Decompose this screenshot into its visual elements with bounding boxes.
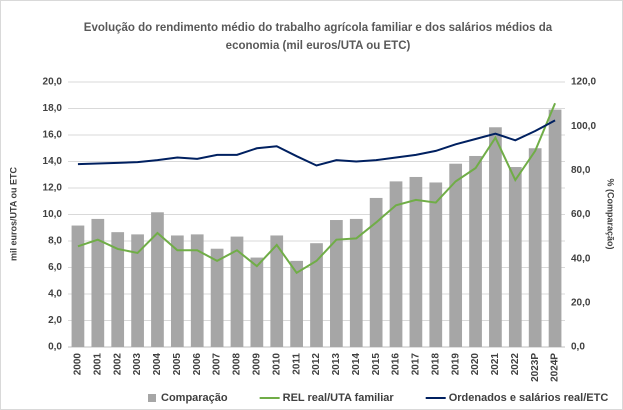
bar bbox=[469, 155, 482, 347]
bar bbox=[489, 127, 502, 347]
bar bbox=[230, 236, 244, 347]
bar bbox=[111, 232, 125, 347]
x-tick-label: 2002 bbox=[112, 353, 123, 376]
x-tick-label: 2013 bbox=[331, 353, 342, 376]
x-tick-label: 2005 bbox=[172, 353, 183, 376]
y2-tick-label: 60,0 bbox=[571, 209, 591, 220]
x-tick-label: 2019 bbox=[450, 353, 461, 376]
bar bbox=[190, 234, 204, 347]
bar bbox=[429, 182, 443, 347]
legend-label: Ordenados e salários real/ETC bbox=[449, 392, 609, 404]
y-axis-label: mil euros/UTA ou ETC bbox=[8, 167, 18, 262]
bar bbox=[170, 235, 184, 347]
chart-title: Evolução do rendimento médio do trabalho… bbox=[84, 22, 553, 34]
bar bbox=[270, 235, 284, 347]
x-tick-label: 2011 bbox=[291, 353, 302, 375]
y-tick-label: 0,0 bbox=[48, 342, 62, 353]
x-tick-label: 2024P bbox=[550, 353, 561, 382]
y2-tick-label: 80,0 bbox=[571, 165, 591, 176]
y2-tick-label: 40,0 bbox=[571, 253, 591, 264]
x-tick-label: 2014 bbox=[351, 353, 362, 376]
bar bbox=[250, 257, 264, 347]
y-tick-label: 18,0 bbox=[43, 103, 63, 114]
y2-tick-label: 0,0 bbox=[571, 342, 585, 353]
y-tick-label: 14,0 bbox=[43, 156, 63, 167]
x-tick-label: 2015 bbox=[371, 353, 382, 376]
x-tick-label: 2020 bbox=[470, 353, 481, 376]
line bbox=[77, 119, 556, 167]
bar bbox=[310, 243, 323, 347]
legend-label: Comparação bbox=[161, 392, 228, 404]
bar bbox=[528, 148, 542, 347]
y-tick-label: 2,0 bbox=[48, 315, 62, 326]
x-tick-label: 2009 bbox=[252, 353, 263, 376]
bar bbox=[508, 167, 522, 347]
y-tick-label: 8,0 bbox=[48, 236, 62, 247]
x-tick-label: 2022 bbox=[510, 353, 521, 376]
y-tick-label: 6,0 bbox=[48, 262, 62, 273]
x-tick-label: 2012 bbox=[311, 353, 322, 376]
x-tick-label: 2001 bbox=[92, 353, 103, 376]
bar bbox=[369, 197, 383, 347]
bar bbox=[449, 163, 463, 347]
y-tick-label: 16,0 bbox=[43, 130, 63, 141]
y-tick-label: 10,0 bbox=[43, 209, 63, 220]
x-tick-label: 2017 bbox=[411, 353, 422, 376]
x-tick-label: 2006 bbox=[192, 353, 203, 376]
x-tick-label: 2021 bbox=[490, 353, 501, 376]
bar bbox=[548, 109, 562, 348]
x-tick-label: 2003 bbox=[132, 353, 143, 376]
bar bbox=[131, 234, 144, 347]
x-tick-label: 2010 bbox=[271, 353, 282, 376]
bar bbox=[330, 220, 343, 347]
x-tick-label: 2007 bbox=[212, 353, 223, 376]
line bbox=[77, 102, 556, 275]
bar bbox=[151, 212, 164, 347]
bar bbox=[409, 176, 423, 347]
y2-tick-label: 20,0 bbox=[571, 297, 591, 308]
bar bbox=[210, 248, 224, 347]
y-tick-label: 4,0 bbox=[48, 289, 62, 300]
bar bbox=[290, 260, 303, 347]
y-tick-label: 12,0 bbox=[43, 183, 63, 194]
x-tick-label: 2023P bbox=[530, 353, 541, 382]
chart-title: economia (mil euros/UTA ou ETC) bbox=[226, 40, 411, 52]
bar bbox=[389, 181, 403, 347]
legend-label: REL real/UTA familiar bbox=[283, 392, 395, 404]
x-tick-label: 2000 bbox=[73, 353, 84, 376]
x-tick-label: 2004 bbox=[152, 353, 163, 376]
y-tick-label: 20,0 bbox=[43, 77, 63, 88]
y2-tick-label: 120,0 bbox=[571, 77, 596, 88]
y2-axis-label: % (Comparação) bbox=[606, 178, 616, 249]
x-tick-label: 2008 bbox=[232, 353, 243, 376]
x-tick-label: 2018 bbox=[430, 353, 441, 376]
bar bbox=[91, 218, 105, 347]
bar bbox=[71, 225, 85, 347]
legend-swatch bbox=[148, 394, 156, 402]
y2-tick-label: 100,0 bbox=[571, 121, 596, 132]
bar bbox=[349, 218, 363, 347]
x-tick-label: 2016 bbox=[391, 353, 402, 376]
